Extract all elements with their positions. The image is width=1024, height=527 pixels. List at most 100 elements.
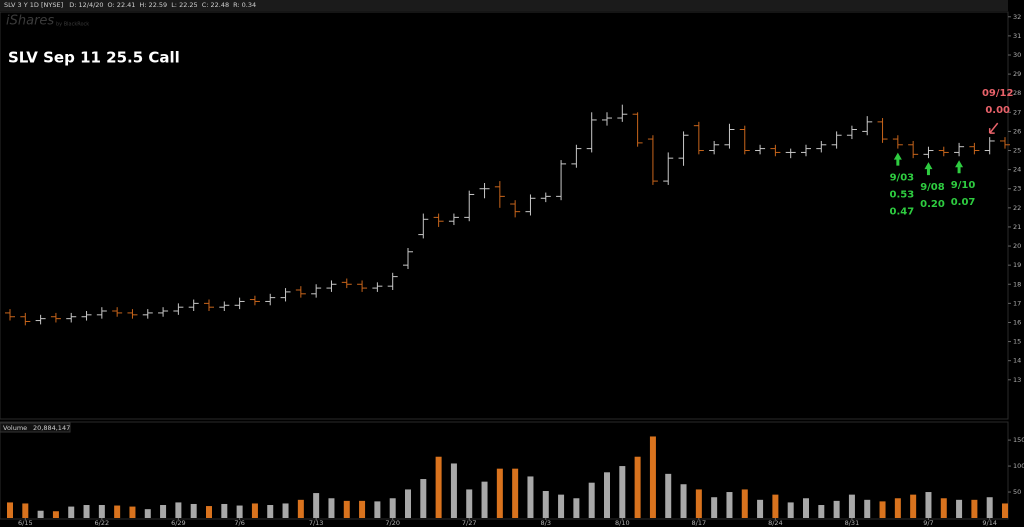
y-tick-label: 19	[1013, 261, 1021, 269]
volume-bar	[22, 503, 29, 518]
volume-bar	[634, 456, 641, 518]
volume-bar	[741, 489, 748, 518]
annotation-arrow	[924, 162, 933, 176]
volume-bar	[1002, 503, 1008, 518]
volume-bar	[481, 481, 488, 518]
header-field: H: 22.59	[139, 1, 168, 9]
volume-bar	[864, 499, 871, 518]
y-tick-label: 24	[1013, 166, 1021, 174]
header-bar: SLV 3 Y 1D [NYSE] D: 12/4/20 O: 22.41 H: 2…	[0, 0, 1008, 11]
y-tick-label: 17	[1013, 299, 1021, 307]
volume-bar	[374, 501, 381, 518]
volume-bar	[879, 501, 886, 518]
symbol: SLV 3 Y 1D [NYSE]	[4, 1, 64, 9]
volume-panel	[0, 421, 1009, 520]
volume-bar	[435, 456, 442, 518]
volume-bar	[405, 489, 411, 518]
annotation-arrow	[893, 152, 902, 166]
volume-bar	[894, 498, 901, 518]
volume-bar	[558, 494, 565, 518]
header-field: O: 22.41	[107, 1, 136, 9]
x-tick-label: 8/10	[615, 519, 630, 527]
volume-bar	[711, 497, 718, 518]
volume-bar	[940, 498, 947, 518]
watermark-brand: iShares	[6, 14, 54, 29]
volume-bar	[496, 468, 503, 518]
volume-bar	[313, 493, 320, 518]
volume-bar	[144, 509, 151, 518]
volume-bar	[7, 502, 13, 518]
volume-bar	[588, 482, 595, 518]
volume-bar	[726, 492, 733, 518]
y-tick-label: 14	[1013, 357, 1021, 365]
volume-bar	[665, 473, 672, 518]
volume-bar	[956, 499, 963, 518]
x-tick-label: 6/22	[95, 519, 110, 527]
x-tick-label: 6/29	[171, 519, 186, 527]
x-tick-label: 7/13	[309, 519, 324, 527]
volume-bar	[359, 500, 366, 518]
volume-bar	[803, 498, 809, 518]
volume-bar	[925, 492, 932, 518]
volume-bar	[527, 476, 534, 518]
volume-bar	[68, 506, 75, 518]
volume-bar	[389, 498, 396, 518]
volume-bar	[114, 505, 121, 518]
annotation-text: 9/08	[920, 182, 945, 193]
volume-bar	[251, 503, 258, 518]
annotation-text: 0.53	[890, 190, 915, 201]
header-field: C: 22.48	[201, 1, 230, 9]
annotation-text: 0.20	[920, 199, 945, 210]
volume-bar	[160, 505, 167, 518]
header-field: R: 0.34	[233, 1, 257, 9]
volume-bar	[37, 510, 44, 518]
volume-bar	[772, 494, 779, 518]
x-tick-label: 7/20	[385, 519, 400, 527]
annotation-text: 09/12	[982, 88, 1014, 99]
volume-bar	[971, 499, 978, 518]
volume-bar	[190, 503, 197, 518]
volume-bar	[757, 499, 764, 518]
watermark-sub: by BlackRock	[56, 22, 89, 28]
volume-total: 20,884,147	[33, 424, 70, 432]
y-tick-label: 15	[1013, 338, 1021, 346]
volume-bar	[221, 503, 228, 518]
y-tick-label: 20	[1013, 242, 1021, 250]
price-panel	[0, 11, 1009, 420]
volume-bar	[573, 498, 580, 518]
volume-bar	[649, 436, 656, 518]
x-tick-label: 7/27	[462, 519, 477, 527]
volume-bar	[619, 466, 626, 518]
chart-title: SLV Sep 11 25.5 Call	[8, 49, 180, 67]
x-tick-label: 8/17	[692, 519, 707, 527]
x-tick-label: 8/3	[541, 519, 551, 527]
volume-bar	[542, 490, 549, 518]
volume-label-box	[0, 422, 71, 433]
volume-bar	[680, 484, 687, 518]
x-tick-label: 6/15	[18, 519, 33, 527]
header-field: L: 22.25	[171, 1, 198, 9]
volume-bar	[236, 505, 243, 518]
volume-bar	[833, 500, 840, 518]
volume-bar	[206, 506, 212, 518]
annotation-arrow	[955, 160, 964, 174]
y-tick-label: 18	[1013, 280, 1021, 288]
volume-bar	[129, 506, 136, 518]
y-tick-label: 25	[1013, 147, 1021, 155]
volume-bar	[343, 500, 350, 518]
volume-bar	[787, 502, 794, 518]
y-tick-label: 32	[1013, 13, 1021, 21]
x-tick-label: 9/14	[982, 519, 997, 527]
volume-bar	[695, 489, 702, 518]
volume-bar	[986, 497, 993, 518]
y-tick-label: 22	[1013, 204, 1021, 212]
annotation-text: 9/03	[890, 173, 915, 184]
volume-bar	[512, 468, 519, 518]
volume-bar	[52, 511, 59, 518]
y-tick-label: 21	[1013, 223, 1021, 231]
y-tick-label: 27	[1013, 108, 1021, 116]
volume-bar	[297, 499, 304, 518]
annotation-text: 9/10	[951, 180, 976, 191]
x-tick-label: 9/7	[923, 519, 933, 527]
